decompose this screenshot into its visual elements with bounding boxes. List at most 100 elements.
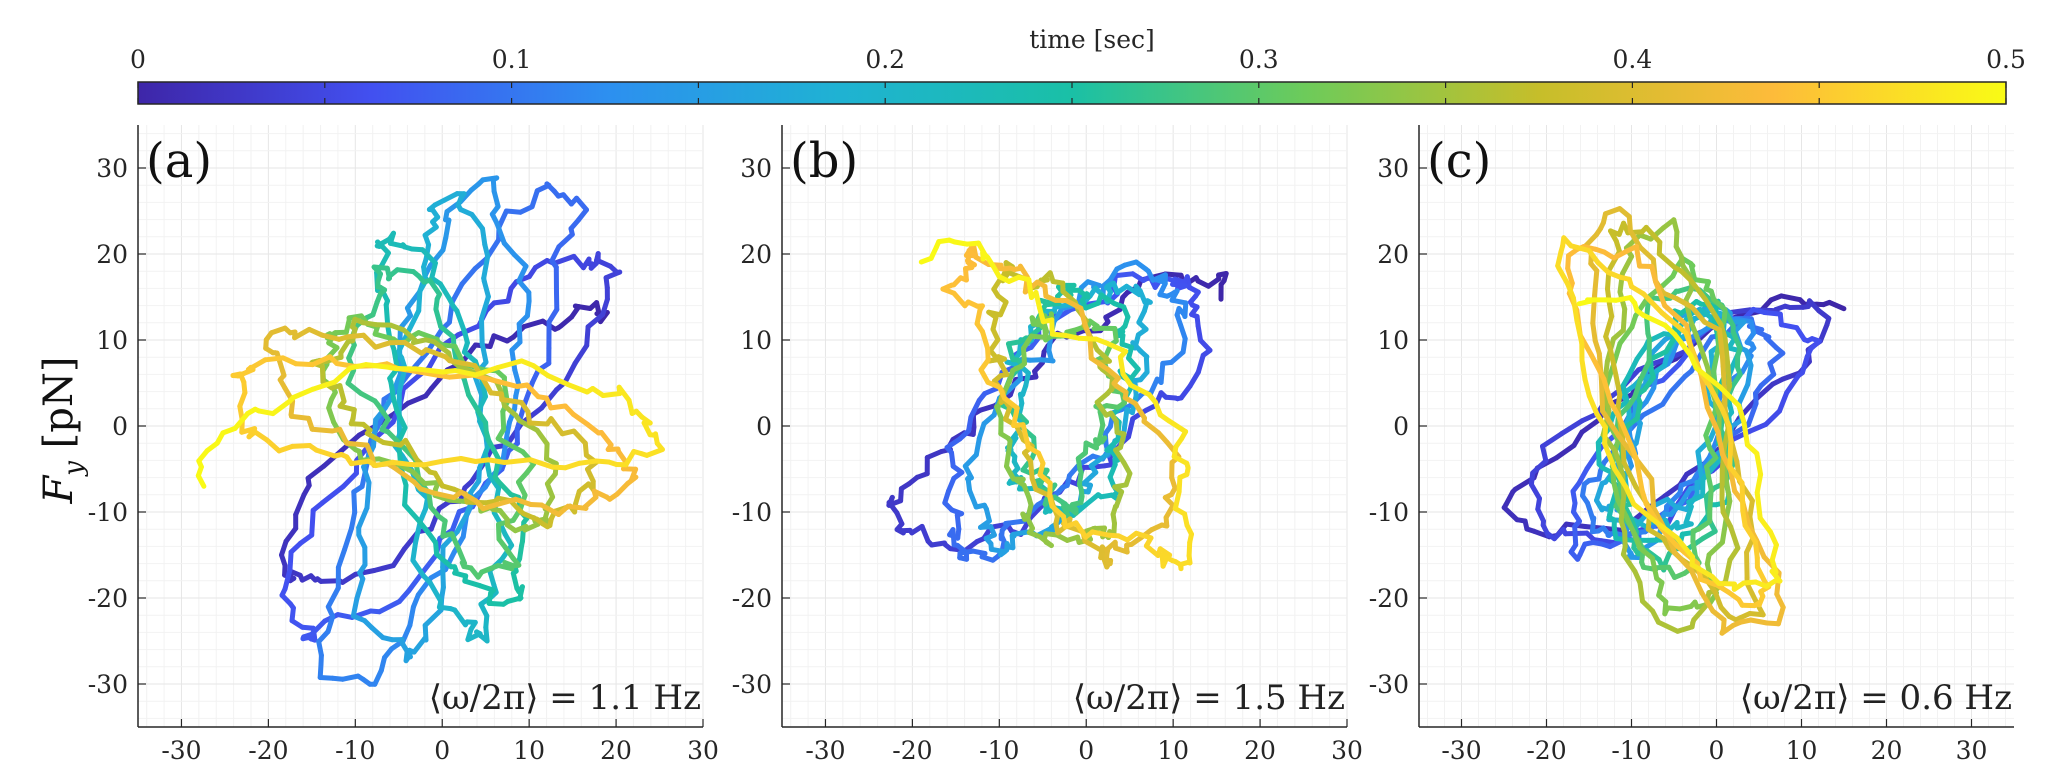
trajectory-segment	[1762, 310, 1783, 317]
trajectory-segment	[195, 473, 207, 489]
trajectory-segment	[1006, 341, 1016, 363]
trajectory-segment	[1579, 357, 1588, 382]
trajectory-segment	[1098, 292, 1117, 307]
trajectory-segment	[1088, 355, 1111, 373]
trajectory-segment	[1158, 360, 1166, 385]
trajectory-segment	[1736, 403, 1747, 425]
trajectory-segment	[449, 281, 465, 305]
y-tick-label: 0	[756, 412, 772, 441]
colorbar-tick-label: 0.2	[865, 45, 905, 74]
trajectory-segment	[1720, 509, 1734, 530]
trajectory-segment	[1645, 526, 1666, 541]
trajectory-segment	[364, 430, 386, 445]
trajectory-segment	[1601, 387, 1612, 414]
trajectory-segment	[522, 379, 535, 406]
trajectory-segment	[1195, 352, 1206, 375]
colorbar-tick-label: 0.1	[492, 45, 532, 74]
trajectory-segment	[1113, 489, 1125, 509]
x-tick-label: -10	[979, 736, 1019, 765]
trajectory-segment	[1641, 374, 1656, 393]
x-tick-label: 10	[1157, 736, 1189, 765]
trajectory-segment	[452, 368, 479, 378]
trajectory-segment	[1683, 504, 1694, 526]
trajectory-segment	[1565, 265, 1575, 286]
x-tick-label: -10	[1611, 736, 1651, 765]
y-tick-label: 20	[740, 240, 772, 269]
x-tick-label: 30	[1956, 736, 1988, 765]
trajectory-segment	[270, 398, 293, 417]
trajectory-segment	[1728, 467, 1738, 494]
trajectory-segment	[416, 288, 423, 314]
trajectory-segment	[459, 266, 478, 287]
x-tick-label: 20	[1244, 736, 1276, 765]
trajectory-segment	[1644, 548, 1662, 563]
trajectory-segment	[1003, 518, 1027, 526]
trajectory-segment	[1707, 487, 1714, 513]
y-tick-label: 20	[96, 240, 128, 269]
trajectory-segment	[1623, 232, 1643, 251]
trajectory-segment	[1631, 501, 1655, 522]
trajectory-segment	[481, 278, 491, 300]
trajectory-segment	[1060, 288, 1078, 305]
trajectory-segment	[524, 382, 541, 400]
x-tick-label: 0	[1709, 736, 1725, 765]
trajectory-segment	[1745, 400, 1759, 428]
svg-text:Fy [pN]: Fy [pN]	[36, 356, 89, 504]
trajectory-segment	[1741, 420, 1750, 448]
trajectory-segment	[391, 465, 417, 485]
trajectory-segment	[1827, 299, 1847, 312]
trajectory-segment	[325, 614, 336, 635]
trajectory-segment	[1754, 564, 1768, 585]
trajectory-segment	[574, 195, 589, 213]
y-axis-label-sub: y	[59, 461, 89, 477]
trajectory-segment	[1603, 206, 1623, 217]
trajectory-segment	[488, 496, 518, 509]
trajectory-segment	[1082, 538, 1102, 552]
trajectory-segment	[1686, 493, 1706, 505]
trajectory-segment	[1617, 324, 1635, 346]
trajectory-segment	[1540, 431, 1564, 449]
trajectory-segment	[361, 332, 378, 350]
trajectory-segment	[452, 607, 468, 628]
trajectory-segment	[434, 551, 454, 570]
trajectory-segment	[510, 570, 520, 591]
trajectory-segment	[1674, 535, 1696, 560]
trajectory-segment	[479, 341, 489, 365]
trajectory-segment	[423, 347, 449, 360]
trajectory-segment	[1104, 436, 1121, 453]
trajectory-segment	[1592, 268, 1600, 299]
trajectory-segment	[394, 267, 416, 275]
trajectory-segment	[1608, 348, 1619, 379]
trajectory-segment	[415, 369, 442, 378]
trajectory-segment	[440, 564, 446, 590]
trajectory-segment	[1553, 442, 1577, 461]
trajectory-segment	[1703, 297, 1724, 328]
trajectory-segment	[1720, 354, 1727, 389]
colorbar-title: time [sec]	[1029, 25, 1155, 54]
trajectory-segment	[1649, 337, 1668, 356]
colorbar: time [sec] 0 0.1 0.2 0.3 0.4 0.5	[130, 25, 2026, 105]
trajectory-segment	[356, 505, 370, 531]
trajectory-segment	[534, 427, 550, 447]
y-tick-label: 10	[1377, 326, 1409, 355]
trajectory-segment	[487, 472, 502, 491]
trajectory-segment	[1625, 356, 1640, 379]
trajectory-segment	[416, 330, 440, 342]
trajectory-segment	[531, 363, 551, 379]
trajectory-segment	[494, 220, 507, 246]
trajectory-segment	[585, 312, 606, 330]
trajectory-segment	[1777, 390, 1790, 414]
trajectory-segment	[1620, 383, 1630, 405]
trajectory-segment	[1706, 539, 1725, 558]
trajectory-segment	[1582, 376, 1592, 399]
trajectory-segment	[1725, 363, 1733, 389]
trajectory-segment	[1691, 602, 1709, 623]
trajectory-segment	[576, 458, 599, 466]
trajectory-segment	[479, 294, 491, 322]
y-tick-label: 30	[96, 154, 128, 183]
trajectory-segment	[326, 405, 337, 425]
trajectory-segment	[383, 302, 391, 328]
trajectory-segment	[293, 492, 307, 518]
trajectory-segment	[1613, 373, 1623, 398]
trajectory-segment	[1632, 377, 1643, 400]
